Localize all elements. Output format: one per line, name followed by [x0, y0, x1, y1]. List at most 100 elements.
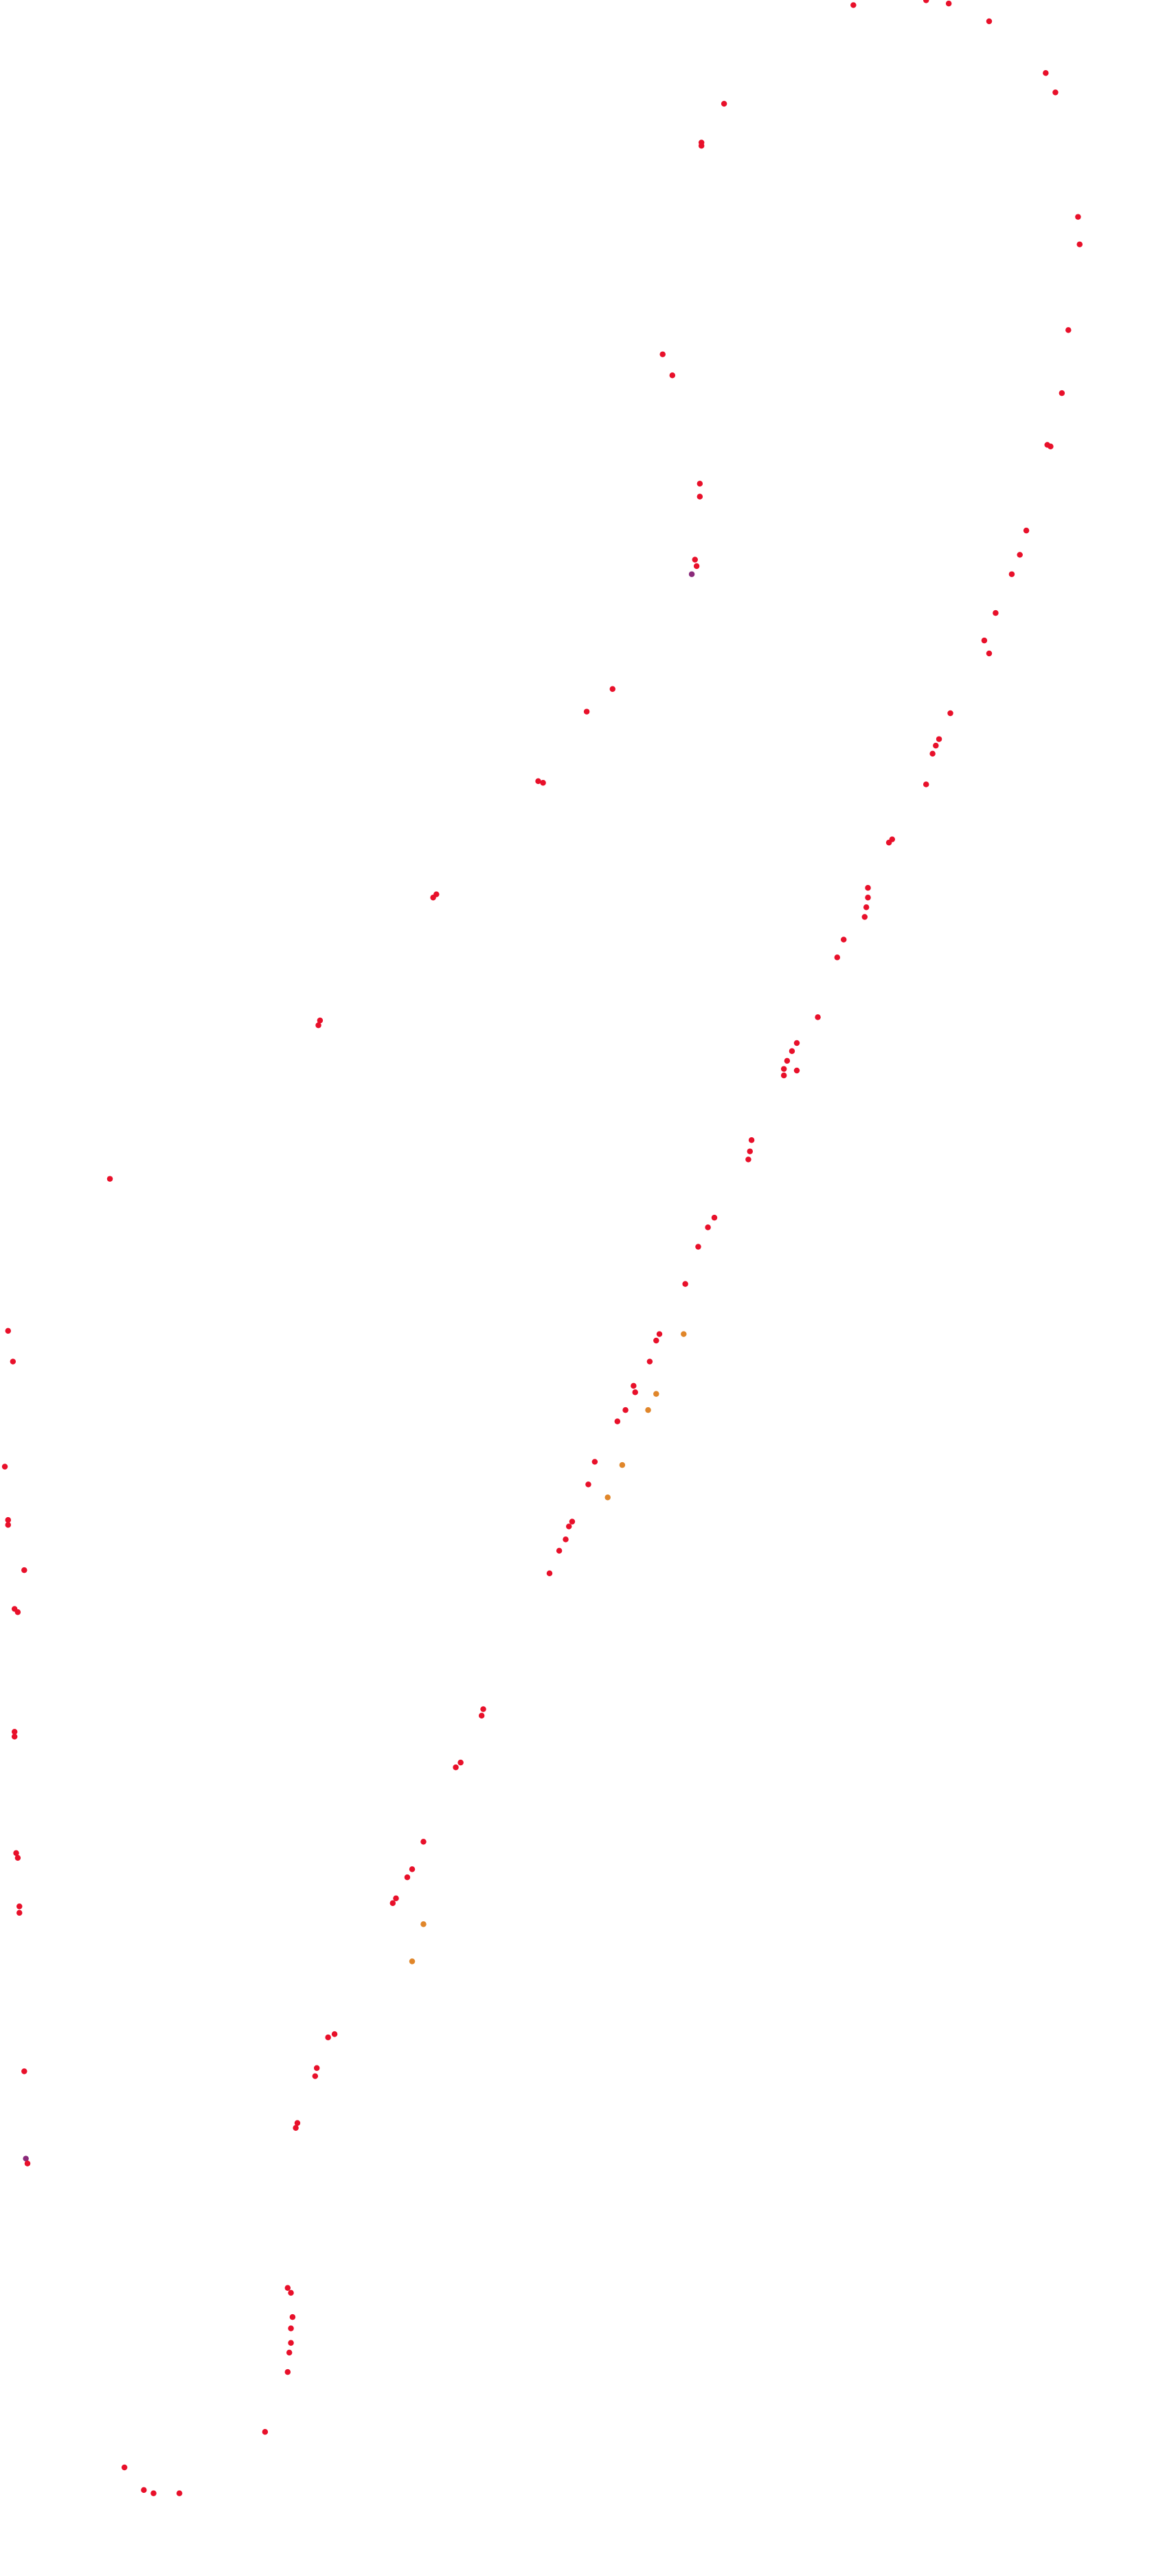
dot	[284, 2368, 291, 2375]
dot	[695, 1244, 701, 1250]
dot	[815, 1014, 821, 1020]
dot	[569, 1519, 576, 1525]
dot	[540, 779, 546, 786]
dot	[659, 351, 666, 357]
dot	[682, 1281, 688, 1287]
dot	[604, 1494, 611, 1501]
dot	[834, 954, 841, 961]
dot	[315, 1022, 321, 1029]
dot	[669, 372, 676, 379]
dot	[141, 2487, 147, 2494]
dot	[698, 142, 705, 149]
dot	[986, 650, 993, 657]
dot	[453, 1764, 459, 1771]
dot	[645, 1407, 651, 1413]
dot	[1048, 443, 1054, 450]
dot	[288, 2289, 294, 2296]
dot	[389, 1900, 396, 1907]
dot	[841, 937, 847, 943]
dot	[284, 2285, 291, 2292]
dot	[420, 1921, 427, 1927]
dot	[5, 1328, 12, 1334]
dot	[861, 914, 868, 920]
dot	[1065, 327, 1072, 333]
dot	[566, 1523, 572, 1530]
dot	[697, 493, 703, 500]
dot	[24, 2160, 31, 2166]
dot	[1, 1464, 8, 1470]
dot	[176, 2490, 183, 2496]
dot	[583, 708, 590, 715]
dot	[16, 1903, 23, 1909]
dot	[622, 1407, 629, 1413]
dot	[1008, 571, 1015, 577]
dot	[11, 1734, 18, 1740]
dot	[986, 18, 993, 25]
dot	[288, 2325, 294, 2331]
dot	[478, 1712, 485, 1719]
dot	[945, 0, 952, 7]
dot	[609, 686, 616, 692]
dot	[331, 2031, 338, 2037]
dot	[947, 710, 953, 717]
dot	[656, 1331, 663, 1337]
dot	[556, 1547, 563, 1554]
dot	[653, 1391, 659, 1397]
dot	[936, 736, 942, 742]
dot	[150, 2490, 157, 2496]
dot	[981, 637, 988, 644]
dot	[693, 563, 700, 570]
dot	[745, 1156, 751, 1163]
dot	[619, 1461, 626, 1468]
dot	[317, 1017, 324, 1024]
dot	[21, 1567, 27, 1573]
dot	[1017, 552, 1023, 558]
dot	[313, 2065, 320, 2072]
dot	[312, 2073, 319, 2079]
dot	[1052, 89, 1059, 96]
dot	[23, 2155, 29, 2162]
dot	[780, 1072, 787, 1079]
dot	[933, 742, 939, 749]
dot	[289, 2314, 296, 2320]
dot	[793, 1040, 800, 1046]
dot	[409, 1958, 416, 1964]
dot	[863, 904, 870, 910]
dot	[563, 1536, 569, 1543]
dot	[747, 1148, 753, 1154]
dot	[631, 1382, 637, 1389]
dot	[1075, 214, 1081, 220]
dot	[585, 1481, 591, 1488]
dot	[780, 1066, 787, 1072]
dot	[106, 1176, 113, 1182]
dot	[1023, 527, 1030, 534]
dot	[923, 781, 929, 787]
dot	[11, 1729, 18, 1735]
dot	[262, 2428, 269, 2435]
dot	[632, 1389, 638, 1396]
dot	[5, 1521, 12, 1528]
dot	[325, 2034, 331, 2041]
dot	[885, 840, 892, 846]
dot	[711, 1214, 718, 1221]
dot	[480, 1706, 486, 1712]
dot	[929, 750, 936, 757]
dot	[1043, 70, 1049, 76]
dot	[286, 2349, 293, 2356]
dot	[293, 2125, 299, 2131]
dot	[614, 1418, 621, 1424]
dot	[14, 1855, 21, 1861]
dot	[13, 1850, 19, 1857]
dot	[793, 1067, 800, 1074]
dot	[121, 2464, 128, 2471]
dot	[420, 1839, 427, 1845]
dot	[697, 480, 703, 487]
dot	[993, 609, 999, 616]
dot	[1076, 241, 1083, 247]
dot	[409, 1866, 416, 1872]
dot	[433, 891, 440, 897]
dot	[865, 895, 871, 901]
dot	[705, 1224, 711, 1231]
dot	[688, 571, 695, 577]
